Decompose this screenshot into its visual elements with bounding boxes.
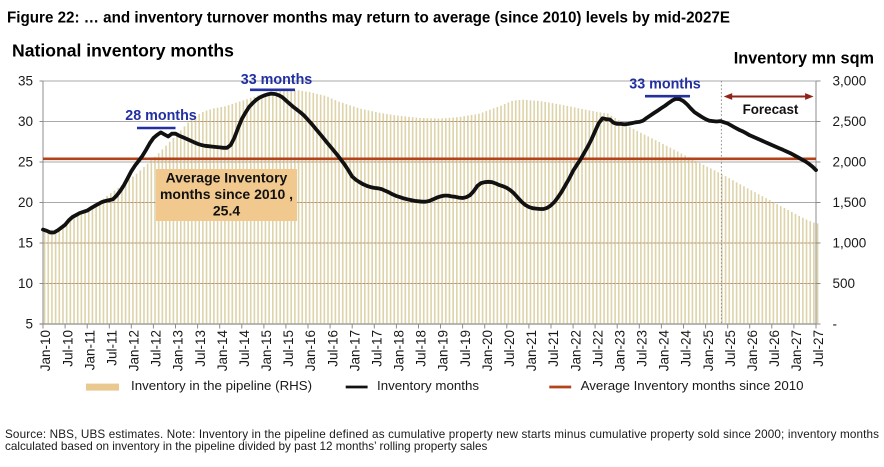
svg-text:Forecast: Forecast [743,102,799,117]
svg-text:15: 15 [18,236,33,251]
svg-text:25: 25 [18,155,33,170]
svg-text:Jan-21: Jan-21 [524,330,539,371]
svg-text:Jul-16: Jul-16 [325,330,340,367]
svg-text:33 months: 33 months [629,77,701,93]
svg-text:Jul-15: Jul-15 [281,330,296,367]
svg-text:Jul-25: Jul-25 [723,330,738,367]
svg-text:calculated based on inventory: calculated based on inventory in the pip… [5,440,487,453]
svg-text:Jan-27: Jan-27 [789,330,804,371]
svg-text:Jan-22: Jan-22 [568,330,583,371]
svg-text:Jan-23: Jan-23 [612,330,627,371]
svg-text:Inventory in the pipeline (RHS: Inventory in the pipeline (RHS) [131,378,312,393]
svg-text:Jul-26: Jul-26 [767,330,782,367]
svg-text:Jan-24: Jan-24 [657,330,672,372]
svg-text:Jan-12: Jan-12 [127,330,142,371]
svg-text:2,000: 2,000 [833,155,867,170]
svg-text:Jan-11: Jan-11 [82,330,97,370]
svg-text:National inventory months: National inventory months [12,41,234,61]
svg-text:Jan-25: Jan-25 [701,330,716,371]
svg-text:Jan-18: Jan-18 [392,330,407,371]
svg-text:33 months: 33 months [241,72,313,88]
svg-text:30: 30 [18,114,33,129]
svg-text:Jan-13: Jan-13 [171,330,186,371]
svg-text:5: 5 [25,317,33,332]
svg-text:1,000: 1,000 [833,236,867,251]
svg-text:Jul-23: Jul-23 [635,330,650,367]
svg-text:Jul-18: Jul-18 [414,330,429,367]
svg-text:Jul-20: Jul-20 [502,330,517,367]
svg-text:Jan-15: Jan-15 [259,330,274,371]
svg-text:35: 35 [18,74,33,89]
svg-text:Inventory months: Inventory months [377,378,479,393]
svg-text:Jul-12: Jul-12 [149,330,164,367]
svg-text:10: 10 [18,276,33,291]
svg-text:Jul-10: Jul-10 [60,330,75,367]
svg-text:Jan-16: Jan-16 [303,330,318,371]
svg-text:Jul-17: Jul-17 [370,330,385,367]
svg-text:months since 2010 ,: months since 2010 , [160,186,293,202]
svg-text:Jul-11: Jul-11 [105,330,120,366]
svg-text:Jul-19: Jul-19 [458,330,473,367]
svg-text:Figure 22: … and inventory tur: Figure 22: … and inventory turnover mont… [7,10,730,27]
svg-text:Jan-10: Jan-10 [38,330,53,371]
svg-text:Jan-20: Jan-20 [480,330,495,371]
svg-text:Jul-14: Jul-14 [237,330,252,367]
svg-text:2,500: 2,500 [833,114,867,129]
svg-text:Jan-17: Jan-17 [347,330,362,371]
svg-text:Jul-27: Jul-27 [811,330,826,367]
svg-text:Average Inventory months since: Average Inventory months since 2010 [581,378,804,393]
svg-text:Jan-26: Jan-26 [745,330,760,371]
svg-text:Jul-24: Jul-24 [679,330,694,367]
svg-text:20: 20 [18,195,33,210]
svg-text:3,000: 3,000 [833,74,867,89]
svg-text:500: 500 [833,276,856,291]
svg-text:Average Inventory: Average Inventory [166,170,288,186]
svg-text:Jan-14: Jan-14 [215,330,230,372]
svg-text:Jul-13: Jul-13 [193,330,208,367]
svg-text:Jul-22: Jul-22 [590,330,605,367]
svg-text:28 months: 28 months [125,108,197,124]
svg-text:Jan-19: Jan-19 [436,330,451,371]
svg-text:Source: NBS, UBS estimates. No: Source: NBS, UBS estimates. Note: Invent… [5,428,879,441]
svg-text:Inventory mn sqm: Inventory mn sqm [734,50,874,68]
svg-text:1,500: 1,500 [833,195,867,210]
svg-text:25.4: 25.4 [213,203,240,219]
svg-text:-: - [833,317,838,332]
svg-text:Jul-21: Jul-21 [546,330,561,367]
